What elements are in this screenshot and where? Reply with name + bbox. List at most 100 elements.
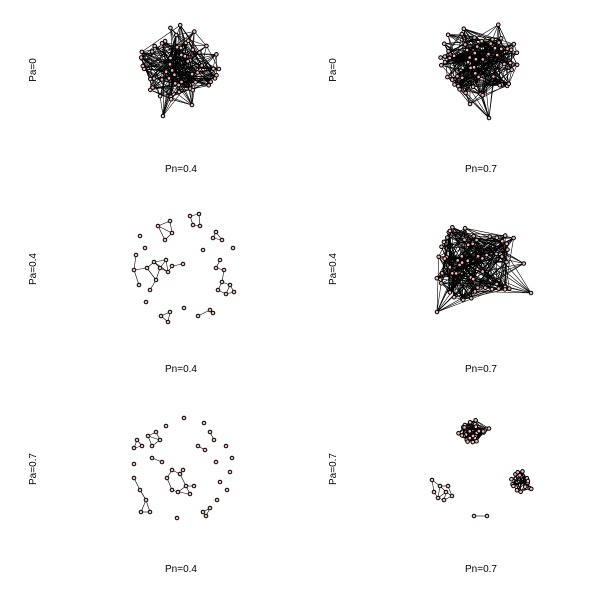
network-node [462,42,468,47]
panel-2-1: Pa=0.7 Pn=0.7 [328,418,534,575]
network-node [138,55,144,60]
network-node [227,282,233,288]
network-node [159,41,165,46]
network-edge [449,57,490,119]
network-node [494,52,500,58]
panel-0-1: Pa=0 Pn=0.7 [328,22,520,175]
network-node [151,259,157,265]
row-label: Pa=0.7 [328,453,339,485]
network-node [514,487,520,493]
network-node [450,271,455,276]
network-edge [485,241,503,288]
network-node [511,41,517,47]
panel-0-0: Pa=0 Pn=0.4 [28,22,222,175]
network-node [480,92,485,98]
network-node [215,287,221,293]
network-node [195,313,201,319]
network-node [521,261,527,266]
network-node [446,48,451,54]
network-node [208,79,214,85]
network-edge [456,273,478,288]
network-node [488,41,494,46]
network-node [497,83,503,88]
network-edge [469,94,483,105]
network-node [528,290,534,296]
network-node [445,74,450,80]
network-node [217,479,223,485]
network-node [480,256,485,261]
network-node [133,252,139,258]
network-edge [436,288,499,313]
network-node [504,241,510,246]
network-edge [496,237,507,263]
col-label: Pn=0.7 [465,564,497,575]
network-node [472,289,478,294]
network-node [474,237,479,243]
network-node [199,63,205,68]
network-node [439,281,444,286]
network-edge [162,65,203,117]
network-node [190,47,196,53]
network-node [529,486,534,492]
network-node [452,82,457,87]
network-node [149,49,155,54]
network-edge [444,57,470,63]
network-node [442,59,448,65]
network-node [472,50,478,56]
network-node [496,22,501,28]
network-edge [192,49,214,70]
network-edge [174,54,217,75]
network-node [211,437,217,443]
network-node [490,37,495,42]
network-node [438,55,443,60]
network-edge [446,257,450,292]
network-node [480,57,486,62]
network-edge [143,31,195,70]
network-edge [143,68,193,106]
network-node [211,66,216,72]
network-node [163,257,169,263]
network-edge [443,241,451,268]
network-node [175,489,181,495]
network-node [467,420,473,425]
network-node [214,72,219,78]
network-edge [441,239,465,248]
network-edge [170,84,179,97]
network-node [457,87,462,92]
network-node [169,68,175,73]
network-node [191,483,197,489]
network-edge [187,40,216,79]
network-node [139,443,145,449]
network-node [471,233,477,239]
network-node [511,483,516,489]
network-node [502,287,508,292]
network-node [166,76,172,81]
network-node [505,46,510,52]
network-node [484,252,490,258]
network-node [169,230,175,236]
network-node [473,418,478,423]
network-node [142,245,148,251]
network-node [449,493,455,499]
network-node [509,67,515,72]
row-label: Pa=0 [328,58,339,82]
network-node [231,289,237,295]
network-edge [458,73,476,87]
network-node [447,55,453,61]
network-node [467,55,473,60]
network-node [525,478,531,484]
network-edge [465,67,475,93]
col-label: Pn=0.7 [465,164,497,175]
network-node [459,260,465,265]
network-edge [449,267,497,285]
network-edge [498,24,518,65]
network-node [502,61,507,67]
network-node [506,81,512,87]
network-edge [463,28,508,87]
network-edge [474,291,532,294]
network-node [229,455,235,461]
network-edge [154,45,193,75]
network-edge [175,34,212,82]
network-node [471,513,477,519]
network-edge [467,244,506,290]
